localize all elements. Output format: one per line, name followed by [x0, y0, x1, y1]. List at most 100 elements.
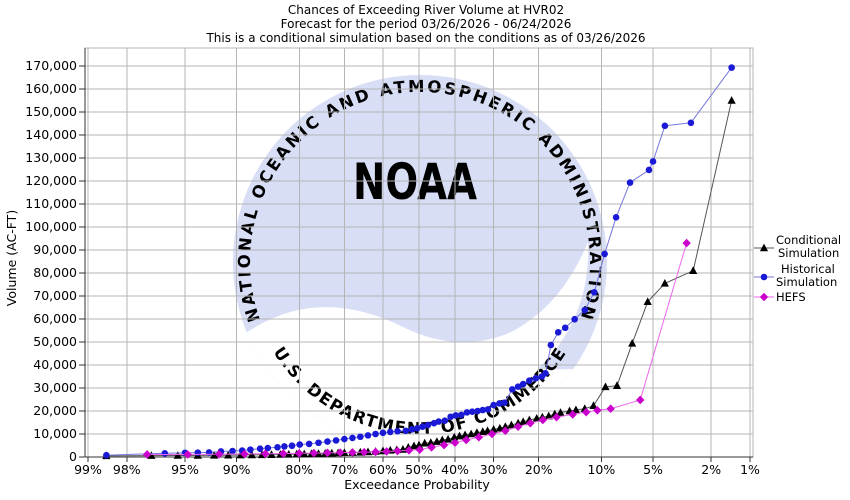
data-point-marker [103, 451, 110, 459]
data-point-marker [324, 438, 331, 445]
data-point-marker [419, 423, 426, 430]
x-tick-label: 1% [740, 462, 760, 477]
data-point-marker [474, 407, 481, 415]
data-point-marker [760, 273, 768, 281]
y-tick-label: 120,000 [25, 173, 77, 188]
data-point-marker [519, 380, 527, 388]
data-point-marker [183, 450, 192, 459]
data-point-marker [514, 383, 522, 390]
legend: ConditionalSimulationHistoricalSimulatio… [754, 233, 841, 304]
data-point-marker [581, 306, 589, 314]
data-point-marker [601, 250, 608, 258]
legend-label: Simulation [778, 246, 839, 260]
data-point-marker [274, 444, 281, 451]
data-point-marker [501, 422, 510, 430]
axes: 0 10,000 20,000 30,000 40,000 50,000 60,000 70,… [25, 47, 760, 477]
data-point-marker [542, 369, 549, 377]
data-point-marker [462, 435, 471, 445]
y-tick-label: 160,000 [25, 81, 77, 96]
data-point-marker [487, 429, 497, 439]
y-tick-label: 80,000 [33, 265, 77, 280]
data-point-marker [759, 292, 769, 302]
data-point-marker [357, 433, 364, 441]
data-point-marker [443, 434, 453, 443]
data-point-marker [279, 449, 288, 458]
x-axis-title: Exceedance Probability [344, 477, 490, 492]
data-point-marker [229, 447, 236, 455]
x-tick-label: 98% [113, 462, 141, 477]
y-tick-label: 20,000 [33, 403, 77, 418]
data-point-marker [759, 243, 769, 252]
data-point-marker [568, 410, 577, 419]
data-point-marker [636, 395, 645, 405]
x-tick-label: 50% [405, 462, 433, 477]
y-tick-label: 110,000 [25, 196, 77, 211]
x-tick-label: 40% [441, 462, 469, 477]
data-point-marker [649, 158, 657, 165]
data-point-marker [364, 432, 372, 439]
data-point-marker [501, 426, 510, 436]
legend-label: Simulation [776, 275, 837, 289]
y-tick-label: 50,000 [33, 334, 77, 349]
data-point-marker [589, 401, 598, 410]
data-point-marker [450, 438, 460, 448]
data-point-marker [463, 409, 471, 416]
x-tick-label: 70% [330, 462, 358, 477]
data-point-marker [382, 447, 391, 456]
data-point-marker [402, 427, 410, 435]
legend-label: Conditional [776, 233, 841, 247]
data-point-marker [379, 429, 387, 437]
data-point-marker [689, 266, 698, 274]
data-point-marker [161, 450, 169, 457]
y-tick-label: 30,000 [33, 380, 77, 395]
chart-title-line3: This is a conditional simulation based o… [205, 31, 645, 45]
data-point-marker [547, 341, 555, 349]
data-point-marker [281, 443, 288, 450]
data-point-marker [372, 430, 379, 438]
data-point-marker [479, 406, 487, 414]
x-tick-label: 60% [369, 462, 397, 477]
data-point-marker [240, 449, 249, 459]
data-point-marker [552, 412, 561, 422]
data-point-marker [323, 448, 332, 458]
data-point-marker [593, 406, 602, 415]
data-point-marker [336, 448, 345, 457]
legend-label: Historical [781, 262, 835, 276]
data-point-marker [581, 407, 591, 417]
data-point-marker [645, 166, 653, 174]
data-point-marker [427, 443, 436, 452]
x-tick-label: 80% [285, 462, 313, 477]
data-point-marker [687, 119, 695, 127]
data-point-marker [727, 96, 736, 104]
data-point-marker [601, 382, 610, 391]
data-point-marker [507, 420, 516, 429]
x-tick-label: 30% [480, 462, 508, 477]
data-point-marker [413, 424, 421, 432]
y-tick-label: 90,000 [33, 242, 77, 257]
data-point-marker [296, 441, 304, 448]
data-point-marker [556, 408, 565, 416]
y-tick-label: 0 [69, 449, 77, 464]
data-point-marker [315, 439, 322, 447]
data-point-marker [348, 448, 357, 457]
data-point-marker [496, 400, 503, 407]
data-point-marker [305, 440, 313, 448]
x-tick-label: 90% [223, 462, 251, 477]
y-tick-label: 130,000 [25, 150, 77, 165]
data-point-marker [393, 446, 402, 456]
data-point-marker [661, 122, 669, 130]
data-point-marker [295, 449, 304, 458]
data-point-marker [490, 401, 497, 409]
data-point-marker [571, 315, 578, 323]
data-point-marker [628, 338, 637, 347]
data-point-marker [606, 404, 615, 413]
data-point-marker [332, 437, 340, 444]
x-tick-label: 95% [171, 462, 199, 477]
data-point-marker [247, 446, 254, 453]
y-tick-label: 60,000 [33, 311, 77, 326]
data-point-marker [682, 238, 691, 248]
x-tick-label: 5% [643, 462, 663, 477]
